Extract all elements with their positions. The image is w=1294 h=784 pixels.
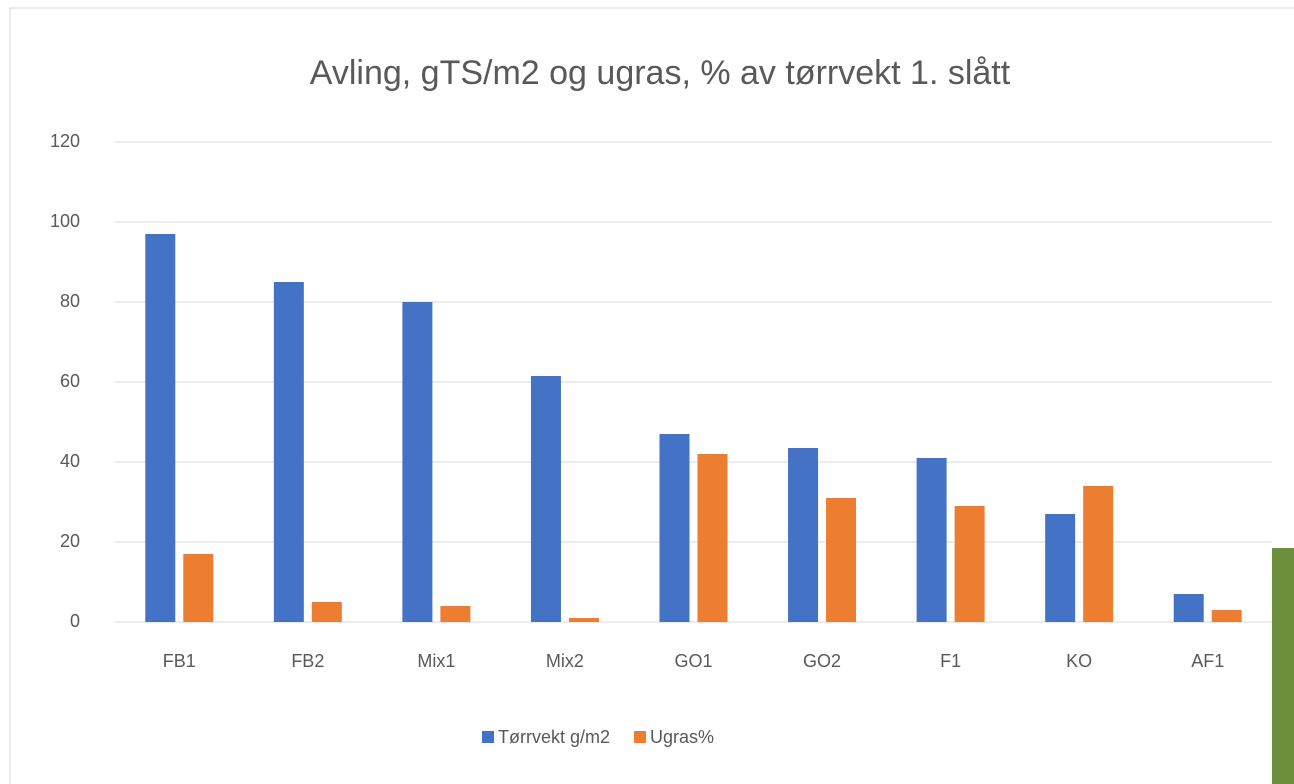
bar: [274, 282, 304, 622]
y-tick-label: 80: [60, 291, 80, 311]
x-tick-label: Mix2: [546, 651, 584, 671]
y-tick-label: 120: [50, 131, 80, 151]
legend-swatch: [482, 731, 494, 743]
x-tick-label: FB1: [163, 651, 196, 671]
x-tick-label: FB2: [291, 651, 324, 671]
legend-swatch: [634, 731, 646, 743]
bar: [698, 454, 728, 622]
background-grass: [1272, 548, 1294, 784]
bar: [788, 448, 818, 622]
y-tick-label: 60: [60, 371, 80, 391]
bar: [569, 618, 599, 622]
x-tick-label: F1: [940, 651, 961, 671]
bar: [440, 606, 470, 622]
chart-title: Avling, gTS/m2 og ugras, % av tørrvekt 1…: [310, 54, 1011, 92]
y-tick-label: 40: [60, 451, 80, 471]
x-tick-label: GO1: [674, 651, 712, 671]
x-tick-label: AF1: [1191, 651, 1224, 671]
bar: [531, 376, 561, 622]
bar: [402, 302, 432, 622]
bar: [183, 554, 213, 622]
legend-label: Tørrvekt g/m2: [498, 727, 610, 747]
bar: [1174, 594, 1204, 622]
bar: [660, 434, 690, 622]
bar: [1212, 610, 1242, 622]
chart: Avling, gTS/m2 og ugras, % av tørrvekt 1…: [0, 0, 1294, 784]
bar: [917, 458, 947, 622]
bar: [1045, 514, 1075, 622]
bar: [312, 602, 342, 622]
x-tick-label: GO2: [803, 651, 841, 671]
x-tick-label: KO: [1066, 651, 1092, 671]
page: Avling, gTS/m2 og ugras, % av tørrvekt 1…: [0, 0, 1294, 784]
y-tick-label: 100: [50, 211, 80, 231]
chart-frame: [10, 8, 1294, 784]
bar: [955, 506, 985, 622]
y-tick-label: 0: [70, 611, 80, 631]
bar: [826, 498, 856, 622]
y-tick-label: 20: [60, 531, 80, 551]
bar: [1083, 486, 1113, 622]
legend-label: Ugras%: [650, 727, 714, 747]
bar: [145, 234, 175, 622]
x-tick-label: Mix1: [417, 651, 455, 671]
